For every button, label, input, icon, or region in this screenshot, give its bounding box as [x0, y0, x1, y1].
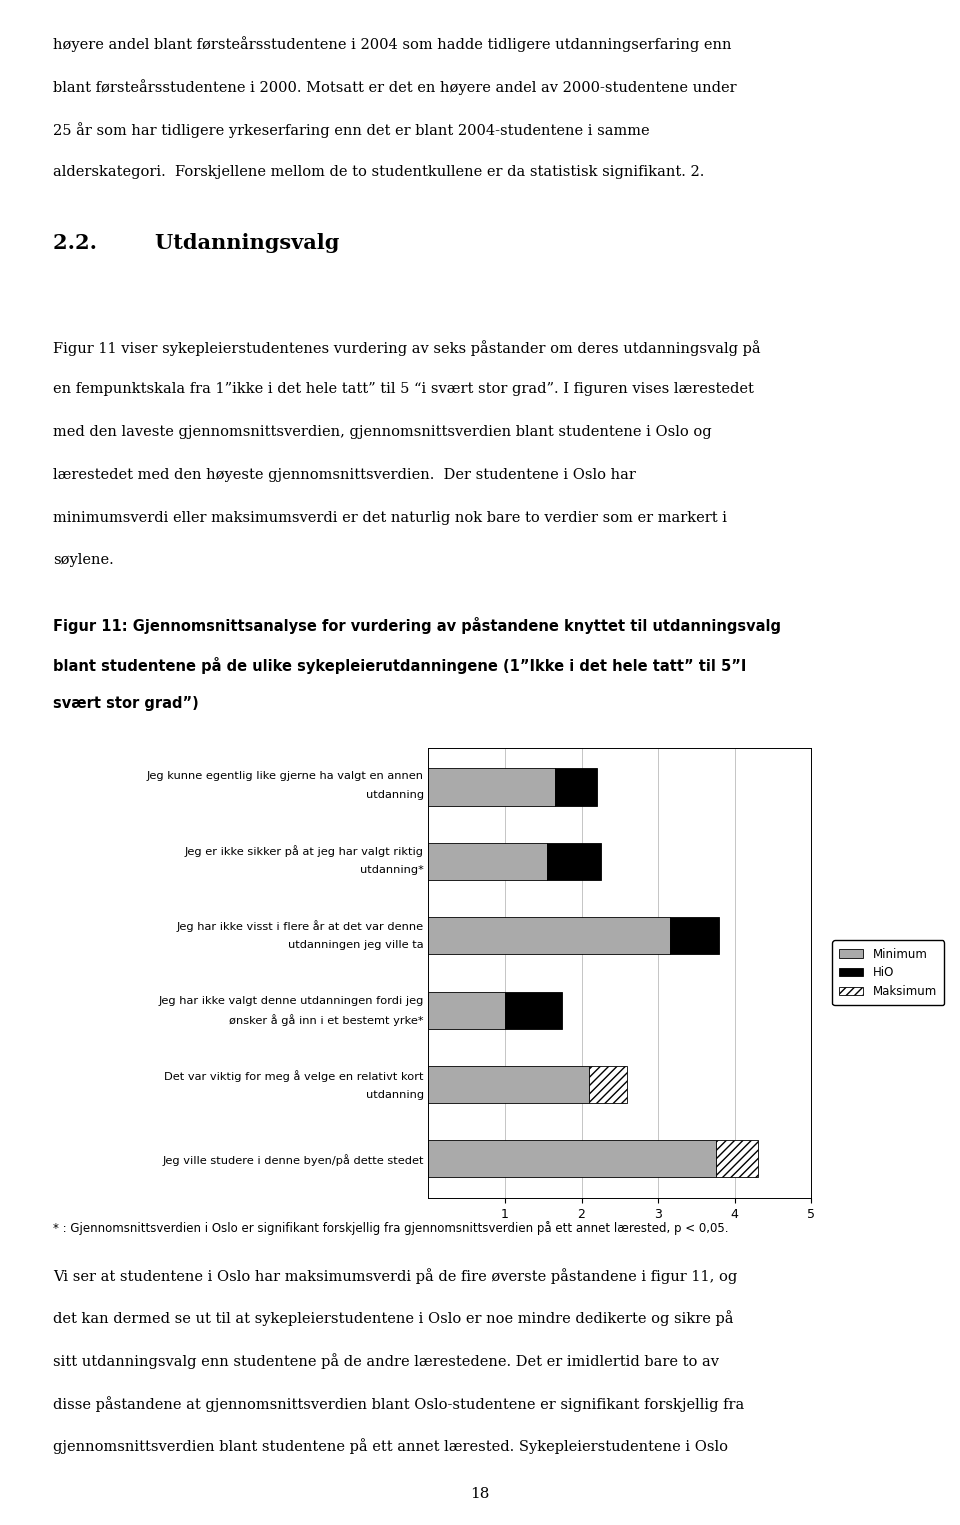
Bar [669, 917, 719, 955]
Text: alderskategori.  Forskjellene mellom de to studentkullene er da statistisk signi: alderskategori. Forskjellene mellom de t… [53, 165, 705, 178]
Bar [505, 991, 563, 1029]
Bar [547, 843, 601, 880]
Text: sitt utdanningsvalg enn studentene på de andre lærestedene. Det er imidlertid ba: sitt utdanningsvalg enn studentene på de… [53, 1353, 719, 1369]
Bar [428, 1066, 589, 1103]
Text: utdanning*: utdanning* [360, 865, 423, 875]
Bar [555, 769, 597, 805]
Text: utdanning: utdanning [366, 790, 423, 801]
Text: Jeg ville studere i denne byen/på dette stedet: Jeg ville studere i denne byen/på dette … [162, 1154, 423, 1167]
Text: Jeg kunne egentlig like gjerne ha valgt en annen: Jeg kunne egentlig like gjerne ha valgt … [147, 770, 423, 781]
Text: Vi ser at studentene i Oslo har maksimumsverdi på de fire øverste påstandene i f: Vi ser at studentene i Oslo har maksimum… [53, 1267, 737, 1284]
Text: blant førsteårsstudentene i 2000. Motsatt er det en høyere andel av 2000-student: blant førsteårsstudentene i 2000. Motsat… [53, 79, 736, 95]
Text: gjennomsnittsverdien blant studentene på ett annet lærested. Sykepleierstudenten: gjennomsnittsverdien blant studentene på… [53, 1438, 728, 1455]
Text: ønsker å gå inn i et bestemt yrke*: ønsker å gå inn i et bestemt yrke* [229, 1014, 423, 1026]
Text: svært stor grad”): svært stor grad”) [53, 695, 199, 711]
Text: en fempunktskala fra 1”ikke i det hele tatt” til 5 “i svært stor grad”. I figure: en fempunktskala fra 1”ikke i det hele t… [53, 383, 754, 396]
Text: * : Gjennomsnittsverdien i Oslo er signifikant forskjellig fra gjennomsnittsverd: * : Gjennomsnittsverdien i Oslo er signi… [53, 1220, 729, 1235]
Text: Det var viktig for meg å velge en relativt kort: Det var viktig for meg å velge en relati… [164, 1071, 423, 1081]
Text: utdanning: utdanning [366, 1090, 423, 1100]
Bar [428, 1141, 715, 1177]
Text: Jeg er ikke sikker på at jeg har valgt riktig: Jeg er ikke sikker på at jeg har valgt r… [184, 845, 423, 857]
Text: søylene.: søylene. [53, 554, 113, 567]
Text: 18: 18 [470, 1487, 490, 1501]
Text: 25 år som har tidligere yrkeserfaring enn det er blant 2004-studentene i samme: 25 år som har tidligere yrkeserfaring en… [53, 122, 649, 137]
Text: 2.2.        Utdanningsvalg: 2.2. Utdanningsvalg [53, 233, 339, 253]
Text: det kan dermed se ut til at sykepleierstudentene i Oslo er noe mindre dedikerte : det kan dermed se ut til at sykepleierst… [53, 1310, 733, 1327]
Text: Figur 11 viser sykepleierstudentenes vurdering av seks påstander om deres utdann: Figur 11 viser sykepleierstudentenes vur… [53, 340, 760, 355]
Bar [428, 843, 547, 880]
Text: lærestedet med den høyeste gjennomsnittsverdien.  Der studentene i Oslo har: lærestedet med den høyeste gjennomsnitts… [53, 468, 636, 482]
Text: høyere andel blant førsteårsstudentene i 2004 som hadde tidligere utdanningserfa: høyere andel blant førsteårsstudentene i… [53, 37, 732, 52]
Bar [428, 769, 555, 805]
Text: med den laveste gjennomsnittsverdien, gjennomsnittsverdien blant studentene i Os: med den laveste gjennomsnittsverdien, gj… [53, 425, 711, 439]
Bar [428, 917, 669, 955]
Text: utdanningen jeg ville ta: utdanningen jeg ville ta [288, 939, 423, 950]
Text: blant studentene på de ulike sykepleierutdanningene (1”Ikke i det hele tatt” til: blant studentene på de ulike sykepleieru… [53, 657, 746, 674]
Text: Jeg har ikke visst i flere år at det var denne: Jeg har ikke visst i flere år at det var… [177, 920, 423, 932]
Bar [428, 991, 505, 1029]
Legend: Minimum, HiO, Maksimum: Minimum, HiO, Maksimum [832, 941, 944, 1005]
Text: Figur 11: Gjennomsnittsanalyse for vurdering av påstandene knyttet til utdanning: Figur 11: Gjennomsnittsanalyse for vurde… [53, 618, 780, 634]
Text: disse påstandene at gjennomsnittsverdien blant Oslo-studentene er signifikant fo: disse påstandene at gjennomsnittsverdien… [53, 1395, 744, 1412]
Bar [589, 1066, 628, 1103]
Text: Jeg har ikke valgt denne utdanningen fordi jeg: Jeg har ikke valgt denne utdanningen for… [158, 996, 423, 1006]
Text: minimumsverdi eller maksimumsverdi er det naturlig nok bare to verdier som er ma: minimumsverdi eller maksimumsverdi er de… [53, 511, 727, 525]
Bar [715, 1141, 757, 1177]
